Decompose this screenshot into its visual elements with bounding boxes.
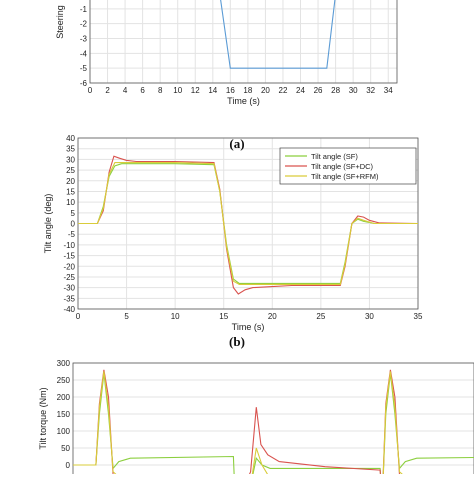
y-tick-label: -40 bbox=[63, 305, 75, 314]
x-axis-label: Time (s) bbox=[232, 322, 265, 332]
x-tick-label: 32 bbox=[366, 86, 375, 95]
y-tick-label: 250 bbox=[57, 376, 71, 385]
x-tick-label: 14 bbox=[208, 86, 217, 95]
y-tick-label: 0 bbox=[71, 220, 76, 229]
y-tick-label: -30 bbox=[63, 284, 75, 293]
x-tick-label: 24 bbox=[296, 86, 305, 95]
x-tick-label: 20 bbox=[261, 86, 270, 95]
x-tick-label: 16 bbox=[226, 86, 235, 95]
y-tick-label: -6 bbox=[80, 79, 88, 88]
y-tick-label: -2 bbox=[80, 20, 88, 29]
y-tick-label: 100 bbox=[57, 427, 71, 436]
x-tick-label: 4 bbox=[123, 86, 128, 95]
x-tick-label: 0 bbox=[76, 312, 81, 321]
x-tick-label: 10 bbox=[173, 86, 182, 95]
x-tick-label: 18 bbox=[243, 86, 252, 95]
legend-entry: Tilt angle (SF+DC) bbox=[311, 162, 374, 171]
x-tick-label: 26 bbox=[314, 86, 323, 95]
series-line-0 bbox=[220, 0, 336, 69]
y-axis-label: Steering bbox=[55, 5, 65, 39]
y-tick-label: 20 bbox=[66, 177, 75, 186]
caption-a: (a) bbox=[229, 136, 245, 151]
x-tick-label: 5 bbox=[124, 312, 129, 321]
x-tick-label: 10 bbox=[171, 312, 180, 321]
y-tick-label: -15 bbox=[63, 252, 75, 261]
x-tick-label: 34 bbox=[384, 86, 393, 95]
x-tick-label: 6 bbox=[140, 86, 145, 95]
y-tick-label: 35 bbox=[66, 145, 75, 154]
x-tick-label: 30 bbox=[349, 86, 358, 95]
legend-entry: Tilt angle (SF+RFM) bbox=[311, 172, 379, 181]
y-tick-label: 200 bbox=[57, 393, 71, 402]
chart-panel-0: 0 2 4 6 8 10 12 14 16 18 20 22 24 26 28 30 32 34-1-2-3-4-… bbox=[55, 0, 398, 106]
y-axis-label: Tilt torque (Nm) bbox=[38, 387, 48, 449]
y-tick-label: 300 bbox=[57, 359, 71, 368]
y-tick-label: -5 bbox=[80, 64, 88, 73]
y-tick-label: -20 bbox=[63, 262, 75, 271]
y-tick-label: -4 bbox=[80, 49, 88, 58]
x-tick-label: 12 bbox=[191, 86, 200, 95]
series-line-2 bbox=[78, 162, 418, 285]
x-tick-label: 0 bbox=[88, 86, 93, 95]
y-tick-label: -25 bbox=[63, 273, 75, 282]
y-axis-label: Tilt angle (deg) bbox=[43, 194, 53, 254]
x-tick-label: 25 bbox=[316, 312, 325, 321]
plot-frame bbox=[89, 0, 398, 84]
y-tick-label: -5 bbox=[68, 230, 76, 239]
x-tick-label: 35 bbox=[414, 312, 423, 321]
y-tick-label: 150 bbox=[57, 410, 71, 419]
y-tick-label: 10 bbox=[66, 198, 75, 207]
x-axis-label: Time (s) bbox=[227, 96, 260, 106]
x-tick-label: 8 bbox=[158, 86, 163, 95]
series-line-2 bbox=[73, 371, 474, 479]
chart-panel-1: 0 5 10 15 20 25 30 354035302520151050-5-10-15-2… bbox=[43, 134, 423, 332]
y-tick-label: 25 bbox=[66, 166, 75, 175]
x-tick-label: 28 bbox=[331, 86, 340, 95]
x-tick-label: 30 bbox=[365, 312, 374, 321]
x-tick-label: 20 bbox=[268, 312, 277, 321]
y-tick-label: 15 bbox=[66, 187, 75, 196]
y-tick-label: -1 bbox=[80, 5, 88, 14]
x-tick-label: 2 bbox=[105, 86, 110, 95]
caption-b: (b) bbox=[229, 334, 245, 349]
legend: Tilt angle (SF)Tilt angle (SF+DC)Tilt an… bbox=[279, 147, 417, 185]
y-tick-label: 5 bbox=[71, 209, 76, 218]
series-line-1 bbox=[78, 155, 419, 295]
y-tick-label: -3 bbox=[80, 35, 88, 44]
plot-frame bbox=[72, 362, 474, 479]
y-tick-label: -10 bbox=[63, 241, 75, 250]
legend-entry: Tilt angle (SF) bbox=[311, 152, 358, 161]
y-tick-label: 40 bbox=[66, 134, 75, 143]
y-tick-label: 50 bbox=[61, 444, 70, 453]
y-tick-label: 30 bbox=[66, 155, 75, 164]
x-tick-label: 22 bbox=[279, 86, 288, 95]
y-tick-label: -35 bbox=[63, 294, 75, 303]
x-tick-label: 15 bbox=[219, 312, 228, 321]
y-tick-label: 0 bbox=[66, 461, 71, 470]
